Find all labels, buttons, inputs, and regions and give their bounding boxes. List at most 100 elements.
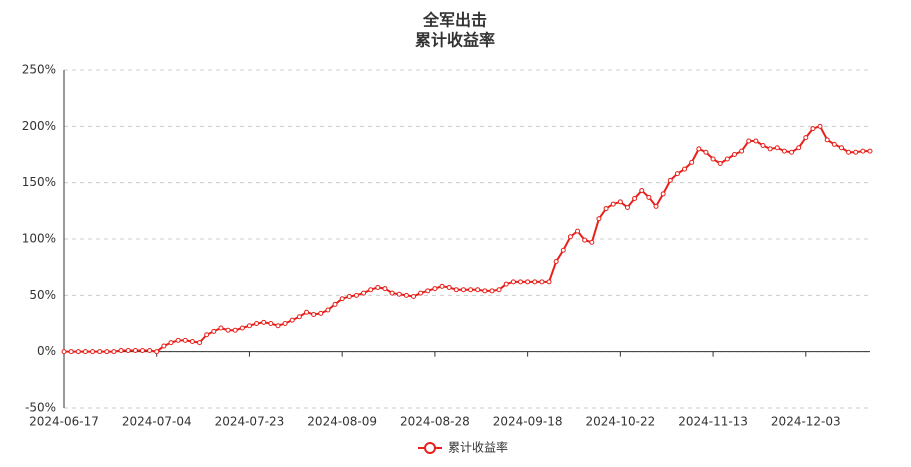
point (824, 137, 830, 143)
point (567, 234, 573, 240)
point (796, 145, 802, 151)
point (304, 309, 310, 315)
point (446, 284, 452, 290)
point (846, 149, 852, 155)
point (104, 349, 110, 355)
point (624, 204, 630, 210)
x-tick-label: 2024-07-04 (122, 415, 192, 429)
point (653, 203, 659, 209)
point (838, 145, 844, 151)
point (318, 310, 324, 316)
point (289, 317, 295, 323)
point (82, 349, 88, 355)
point (460, 287, 466, 293)
point (75, 349, 81, 355)
point (246, 323, 252, 329)
point (139, 348, 145, 354)
point (703, 149, 709, 155)
x-tick-label: 2024-11-13 (678, 415, 748, 429)
point (311, 311, 317, 317)
point (68, 349, 74, 355)
point (789, 149, 795, 155)
point (182, 337, 188, 343)
point (610, 201, 616, 207)
point (753, 138, 759, 144)
y-tick-label: 150% (22, 175, 56, 189)
chart-title: 全军出击 (422, 11, 487, 30)
point (411, 293, 417, 299)
point (831, 141, 837, 147)
point (132, 348, 138, 354)
point (746, 138, 752, 144)
point (261, 319, 267, 325)
point (90, 349, 96, 355)
point (696, 146, 702, 152)
point (425, 288, 431, 294)
point (860, 148, 866, 154)
point (325, 307, 331, 313)
point (731, 152, 737, 157)
point (125, 348, 131, 354)
point (560, 247, 566, 253)
x-tick-label: 2024-07-23 (215, 415, 285, 429)
point (439, 283, 445, 289)
point (689, 159, 695, 165)
point (517, 279, 523, 285)
chart-subtitle: 累计收益率 (415, 31, 495, 50)
point (225, 327, 231, 333)
point (361, 290, 367, 296)
point (368, 287, 374, 293)
point (389, 290, 395, 296)
point (781, 148, 787, 154)
point (867, 148, 873, 154)
point (375, 284, 381, 290)
point (254, 321, 260, 326)
point (147, 348, 153, 354)
point (111, 349, 117, 355)
point (760, 142, 766, 148)
point (710, 156, 716, 162)
point (118, 348, 124, 354)
point (197, 340, 203, 346)
point (496, 287, 502, 293)
point (453, 287, 459, 293)
point (97, 349, 103, 355)
point (510, 279, 516, 285)
legend-label: 累计收益率 (448, 440, 508, 455)
point (853, 149, 859, 155)
point (403, 292, 409, 298)
point (218, 325, 224, 331)
point (596, 216, 602, 222)
point (204, 332, 210, 338)
y-tick-label: 200% (22, 119, 56, 133)
point (617, 199, 623, 205)
point (482, 288, 488, 294)
x-tick-label: 2024-10-22 (585, 415, 655, 429)
point (339, 296, 345, 302)
point (546, 279, 552, 285)
point (553, 259, 559, 265)
point (674, 171, 680, 177)
point (639, 188, 645, 194)
point (724, 156, 730, 162)
x-tick-label: 2024-09-18 (493, 415, 563, 429)
point (268, 321, 274, 326)
point (767, 146, 773, 152)
point (582, 237, 588, 243)
point (632, 195, 638, 201)
point (774, 145, 780, 151)
point (803, 135, 809, 141)
point (382, 286, 388, 292)
point (175, 337, 181, 343)
point (332, 301, 338, 307)
point (682, 166, 688, 172)
y-tick-label: 0% (37, 344, 56, 358)
point (61, 349, 67, 355)
point (539, 279, 545, 285)
x-tick-label: 2024-08-09 (307, 415, 377, 429)
point (353, 292, 359, 298)
x-tick-label: 2024-08-28 (400, 415, 470, 429)
point (489, 288, 495, 294)
y-tick-label: 250% (22, 63, 56, 77)
